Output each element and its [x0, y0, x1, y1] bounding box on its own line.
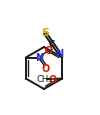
Text: N: N	[36, 53, 44, 63]
Text: +: +	[38, 53, 44, 59]
Text: C: C	[49, 39, 55, 48]
Text: N: N	[55, 49, 63, 59]
Text: O: O	[45, 46, 53, 56]
Text: O: O	[49, 74, 57, 84]
Text: CH₃: CH₃	[37, 75, 52, 84]
Text: S: S	[41, 28, 49, 38]
Text: O: O	[42, 63, 50, 73]
Text: -: -	[50, 45, 52, 54]
